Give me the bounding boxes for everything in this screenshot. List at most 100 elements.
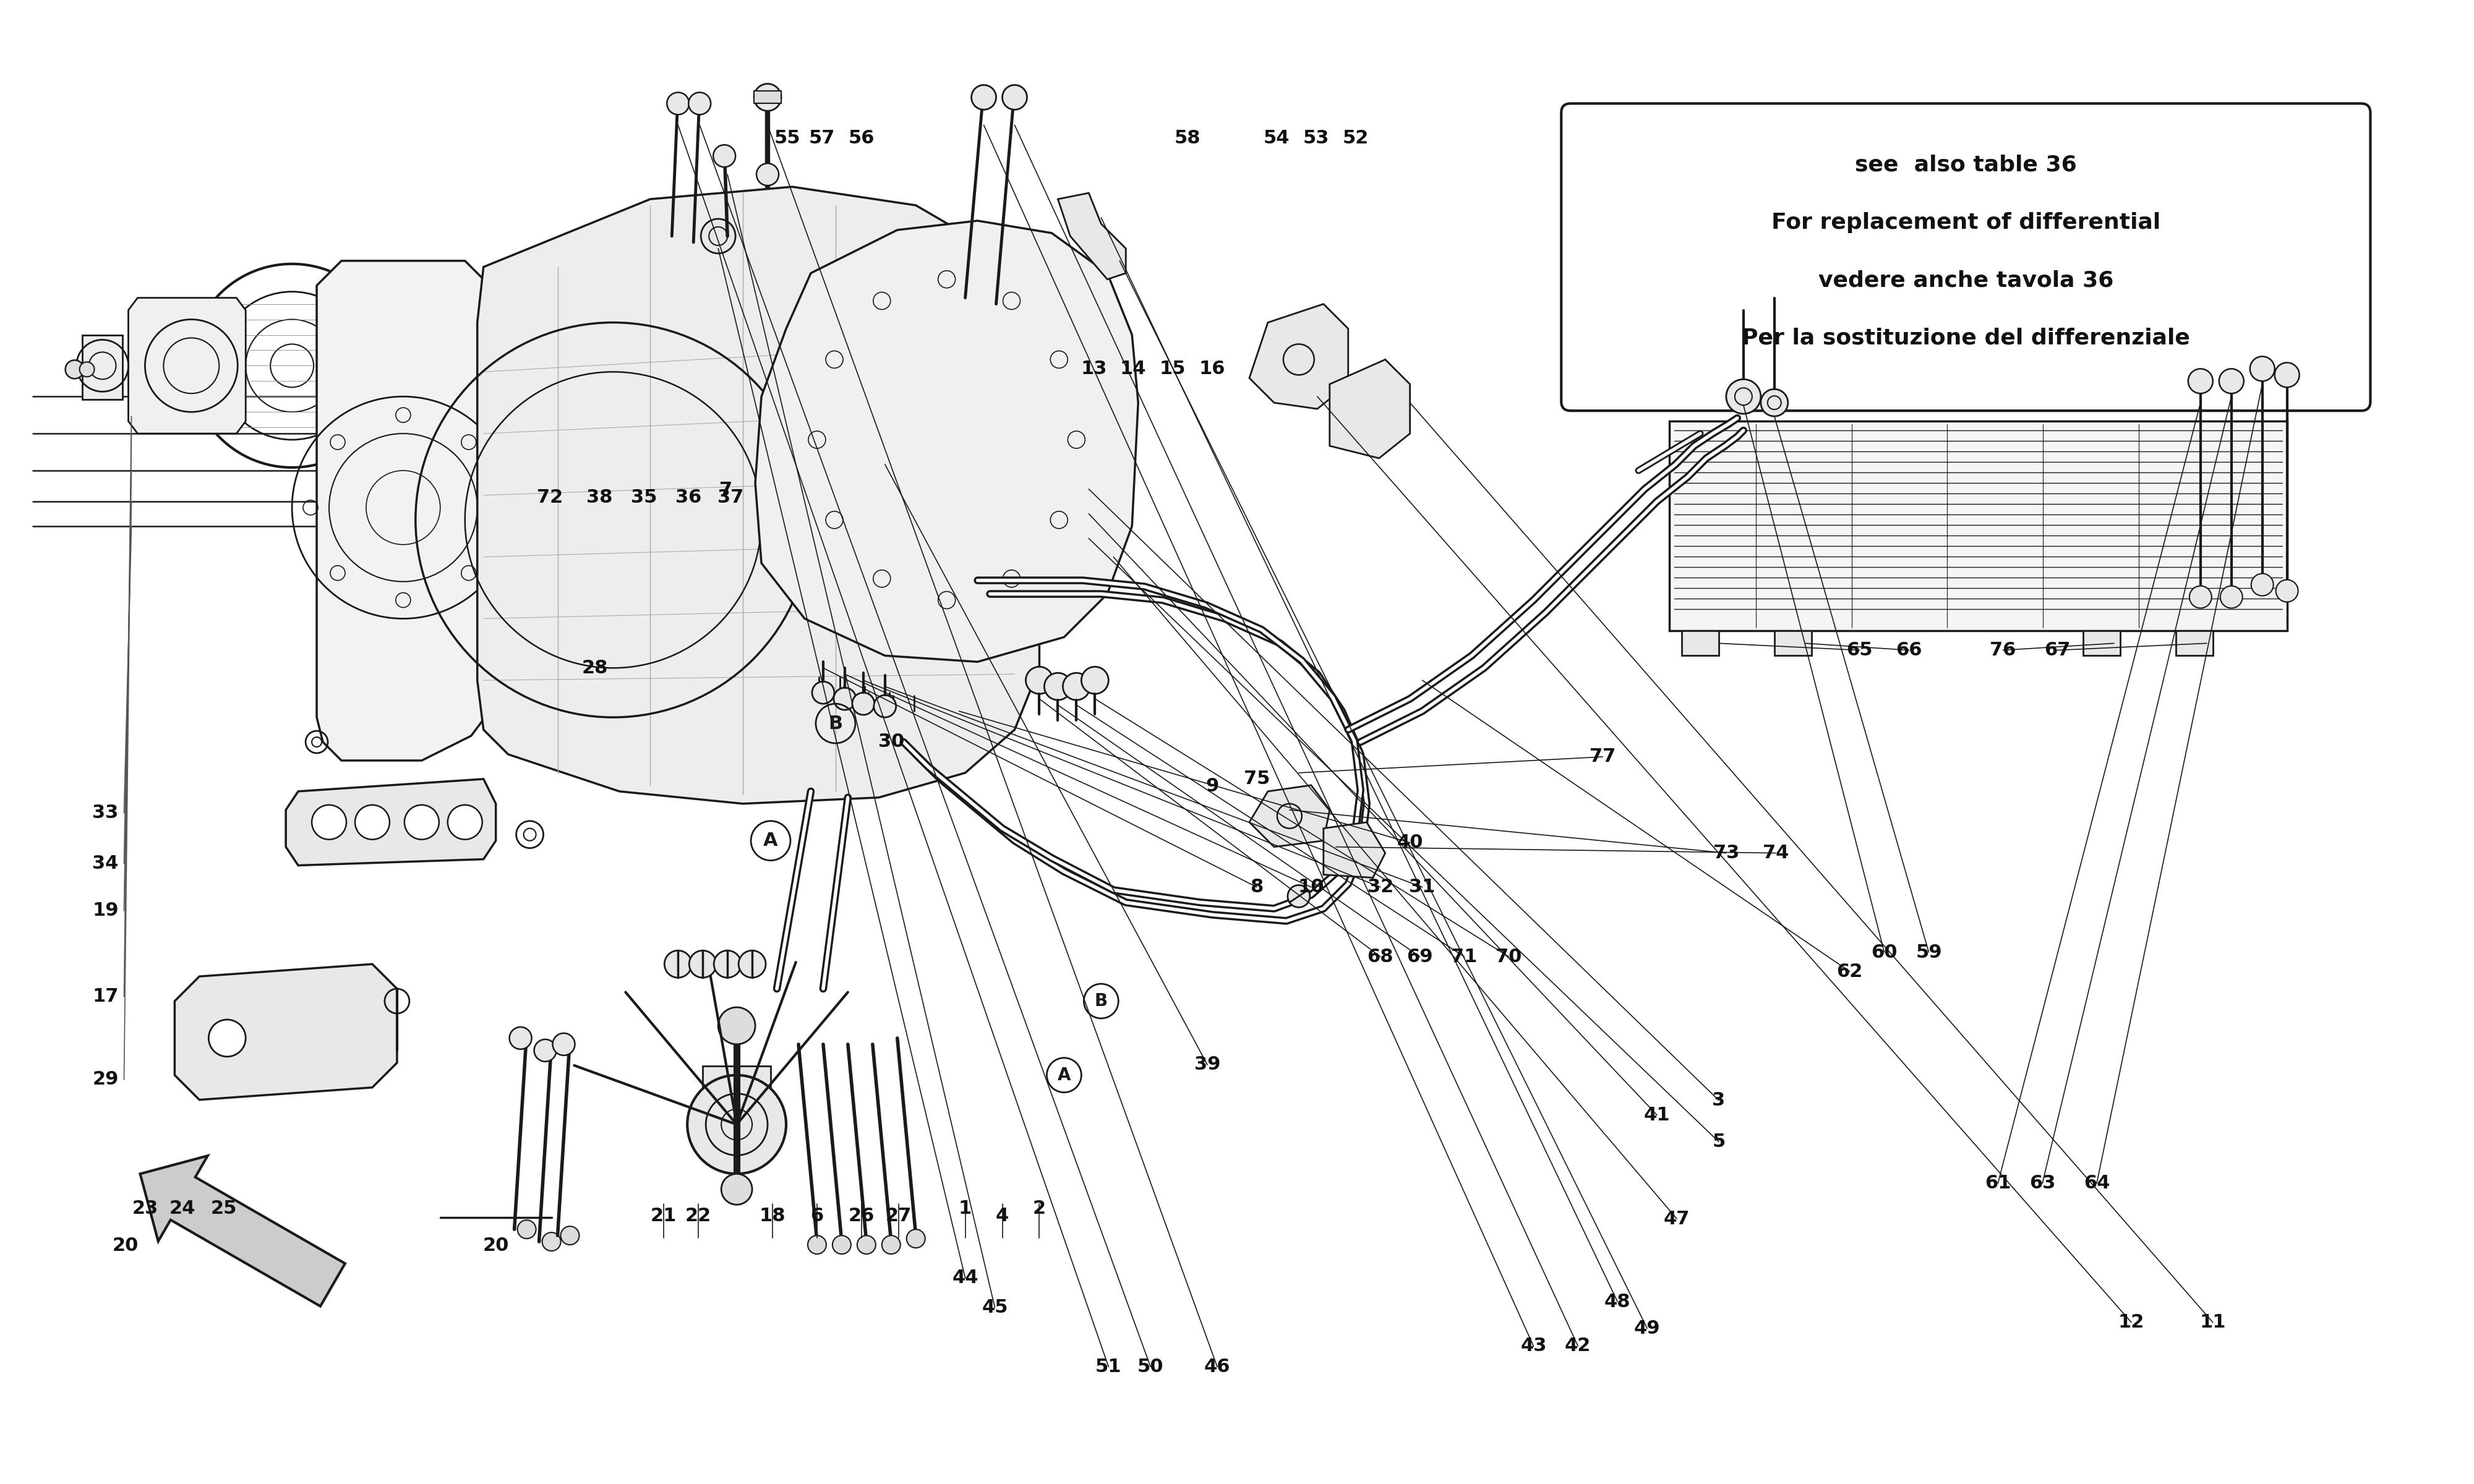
Circle shape [690, 951, 717, 978]
Text: 46: 46 [1205, 1358, 1230, 1376]
Circle shape [1002, 85, 1027, 110]
Circle shape [722, 1174, 752, 1205]
Text: 34: 34 [92, 855, 119, 873]
Circle shape [552, 1033, 574, 1055]
Text: 36: 36 [675, 488, 703, 506]
Text: 10: 10 [1299, 879, 1324, 896]
Text: 75: 75 [1244, 770, 1269, 788]
Text: 62: 62 [1836, 963, 1863, 981]
Polygon shape [755, 91, 782, 104]
Text: 13: 13 [1081, 361, 1106, 378]
Text: 44: 44 [952, 1269, 977, 1287]
Circle shape [79, 362, 94, 377]
Text: 51: 51 [1096, 1358, 1121, 1376]
Circle shape [666, 951, 693, 978]
Text: A: A [1056, 1067, 1071, 1083]
Text: 64: 64 [2083, 1174, 2110, 1192]
Text: 7: 7 [720, 481, 732, 499]
Polygon shape [1249, 785, 1329, 847]
Text: 15: 15 [1160, 361, 1185, 378]
Bar [2083, 631, 2120, 656]
Text: Per la sostituzione del differenziale: Per la sostituzione del differenziale [1742, 328, 2189, 349]
Circle shape [1081, 666, 1108, 695]
Text: 70: 70 [1497, 948, 1522, 966]
Polygon shape [1324, 822, 1385, 877]
Text: 22: 22 [685, 1206, 713, 1224]
Circle shape [510, 1027, 532, 1049]
Circle shape [834, 687, 856, 709]
Text: 77: 77 [1591, 748, 1616, 766]
Circle shape [534, 1039, 557, 1061]
Text: 26: 26 [849, 1206, 876, 1224]
Text: 25: 25 [210, 1199, 238, 1217]
Polygon shape [82, 335, 121, 399]
Text: 8: 8 [1249, 879, 1264, 896]
Text: 63: 63 [2029, 1174, 2056, 1192]
Circle shape [2274, 362, 2298, 387]
Text: 33: 33 [92, 804, 119, 822]
Circle shape [2219, 586, 2241, 608]
Text: 69: 69 [1408, 948, 1432, 966]
Text: 27: 27 [886, 1206, 910, 1224]
Text: 40: 40 [1398, 834, 1423, 852]
Circle shape [740, 951, 767, 978]
Text: 29: 29 [92, 1070, 119, 1089]
Circle shape [700, 218, 735, 254]
Circle shape [403, 804, 438, 840]
Text: 9: 9 [1205, 778, 1220, 795]
Text: 28: 28 [581, 659, 609, 677]
Circle shape [1064, 672, 1091, 700]
Bar [2175, 631, 2212, 656]
Text: 49: 49 [1633, 1319, 1660, 1337]
Text: 65: 65 [1846, 641, 1873, 659]
Text: 73: 73 [1712, 844, 1739, 862]
Polygon shape [287, 779, 495, 865]
Text: 12: 12 [2118, 1313, 2145, 1331]
Polygon shape [477, 187, 1039, 804]
Text: 45: 45 [982, 1298, 1007, 1316]
Circle shape [905, 1229, 925, 1248]
Circle shape [972, 85, 997, 110]
Text: 54: 54 [1264, 129, 1289, 147]
Circle shape [517, 1220, 537, 1239]
Circle shape [2251, 574, 2274, 595]
Text: 39: 39 [1195, 1055, 1220, 1074]
Circle shape [354, 804, 388, 840]
Circle shape [542, 1232, 562, 1251]
Circle shape [1027, 666, 1054, 695]
FancyBboxPatch shape [1561, 104, 2370, 411]
Text: 52: 52 [1343, 129, 1368, 147]
Text: 19: 19 [92, 902, 119, 920]
Circle shape [831, 1236, 851, 1254]
Polygon shape [1329, 359, 1410, 459]
Text: 55: 55 [774, 129, 802, 147]
Circle shape [811, 681, 834, 703]
Text: 18: 18 [760, 1206, 787, 1224]
Text: 60: 60 [1870, 944, 1898, 962]
Circle shape [1761, 389, 1789, 417]
Text: 11: 11 [2199, 1313, 2227, 1331]
Circle shape [2187, 370, 2212, 393]
Circle shape [1286, 884, 1309, 907]
Circle shape [1727, 380, 1761, 414]
Circle shape [668, 92, 690, 114]
Circle shape [851, 693, 873, 715]
Circle shape [562, 1226, 579, 1245]
Text: 20: 20 [482, 1236, 510, 1254]
Polygon shape [176, 965, 396, 1100]
Text: 47: 47 [1663, 1209, 1690, 1227]
Text: 74: 74 [1761, 844, 1789, 862]
Text: 5: 5 [1712, 1132, 1724, 1150]
Text: 35: 35 [631, 488, 658, 506]
Text: 76: 76 [1989, 641, 2016, 659]
Circle shape [856, 1236, 876, 1254]
Circle shape [713, 145, 735, 168]
Text: 43: 43 [1522, 1337, 1546, 1355]
Text: 16: 16 [1200, 361, 1225, 378]
Polygon shape [141, 1156, 344, 1306]
Text: 2: 2 [1032, 1199, 1047, 1217]
Circle shape [1044, 672, 1071, 700]
Text: 66: 66 [1895, 641, 1922, 659]
Circle shape [208, 1020, 245, 1057]
Text: 23: 23 [131, 1199, 158, 1217]
